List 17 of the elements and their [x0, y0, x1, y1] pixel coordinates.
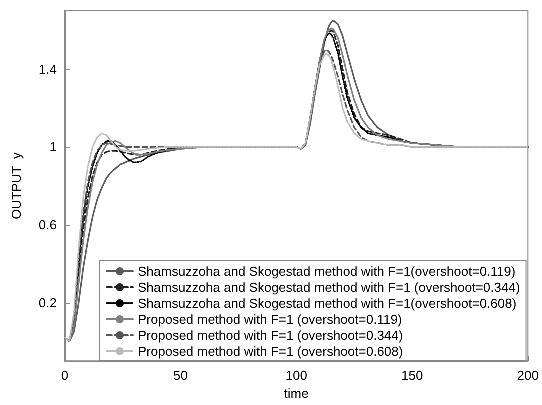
legend-label: Proposed method with F=1 (overshoot=0.119) [138, 312, 402, 327]
x-axis-title: time [284, 386, 309, 401]
y-tick-label: 1 [50, 140, 57, 155]
x-tick-label: 200 [517, 368, 540, 384]
y-tick-label: 0.2 [38, 295, 57, 310]
legend-label: Shamsuzzoha and Skogestad method with F=1(overshoot=0.608) [138, 296, 517, 311]
y-tick-label: 0.6 [38, 217, 57, 232]
x-tick-label: 150 [402, 368, 424, 384]
legend-label: Shamsuzzoha and Skogestad method with F=1 (overshoot=0.344) [138, 280, 520, 295]
x-tick-label: 100 [286, 368, 308, 384]
legend-label: Shamsuzzoha and Skogestad method with F=1(overshoot=0.119) [138, 264, 516, 279]
x-tick-label: 50 [174, 368, 188, 384]
y-tick-label: 1.4 [38, 62, 57, 77]
legend-label: Proposed method with F=1 (overshoot=0.608) [138, 344, 404, 359]
legend-label: Proposed method with F=1 (overshoot=0.344) [138, 328, 404, 343]
x-tick-label: 0 [61, 368, 69, 384]
y-axis-title: OUTPUT y [9, 152, 24, 220]
